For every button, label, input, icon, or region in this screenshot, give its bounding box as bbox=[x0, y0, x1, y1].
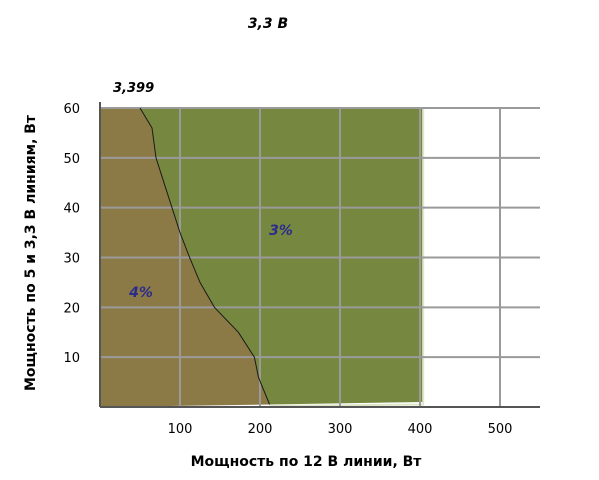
boundary-layer bbox=[139, 107, 271, 405]
region-boundary-line bbox=[139, 107, 271, 405]
x-tick-label: 300 bbox=[328, 422, 353, 437]
y-tick-label: 60 bbox=[63, 102, 80, 117]
y-axis-label: Мощность по 5 и 3,3 В линиям, Вт bbox=[23, 114, 39, 391]
region-label-3-percent: 3% bbox=[269, 223, 293, 239]
grid-layer bbox=[100, 107, 540, 407]
ticks-layer: 100 200 300 400 500 10 20 30 40 50 60 bbox=[63, 102, 512, 437]
annotation-label: 3,399 bbox=[113, 81, 154, 96]
y-tick-label: 10 bbox=[63, 351, 80, 366]
y-tick-label: 20 bbox=[63, 301, 80, 316]
x-tick-label: 500 bbox=[488, 422, 513, 437]
region-fill-1 bbox=[140, 108, 424, 405]
x-axis-label: Мощность по 12 В линии, Вт bbox=[191, 454, 423, 470]
y-tick-label: 40 bbox=[63, 202, 80, 217]
x-tick-label: 400 bbox=[408, 422, 433, 437]
y-tick-label: 30 bbox=[63, 252, 80, 267]
region-label-4-percent: 4% bbox=[128, 285, 153, 301]
axes-layer bbox=[99, 102, 540, 408]
y-tick-label: 50 bbox=[63, 152, 80, 167]
chart-title: 3,3 В bbox=[248, 16, 288, 32]
x-tick-label: 200 bbox=[248, 422, 273, 437]
x-tick-label: 100 bbox=[168, 422, 193, 437]
